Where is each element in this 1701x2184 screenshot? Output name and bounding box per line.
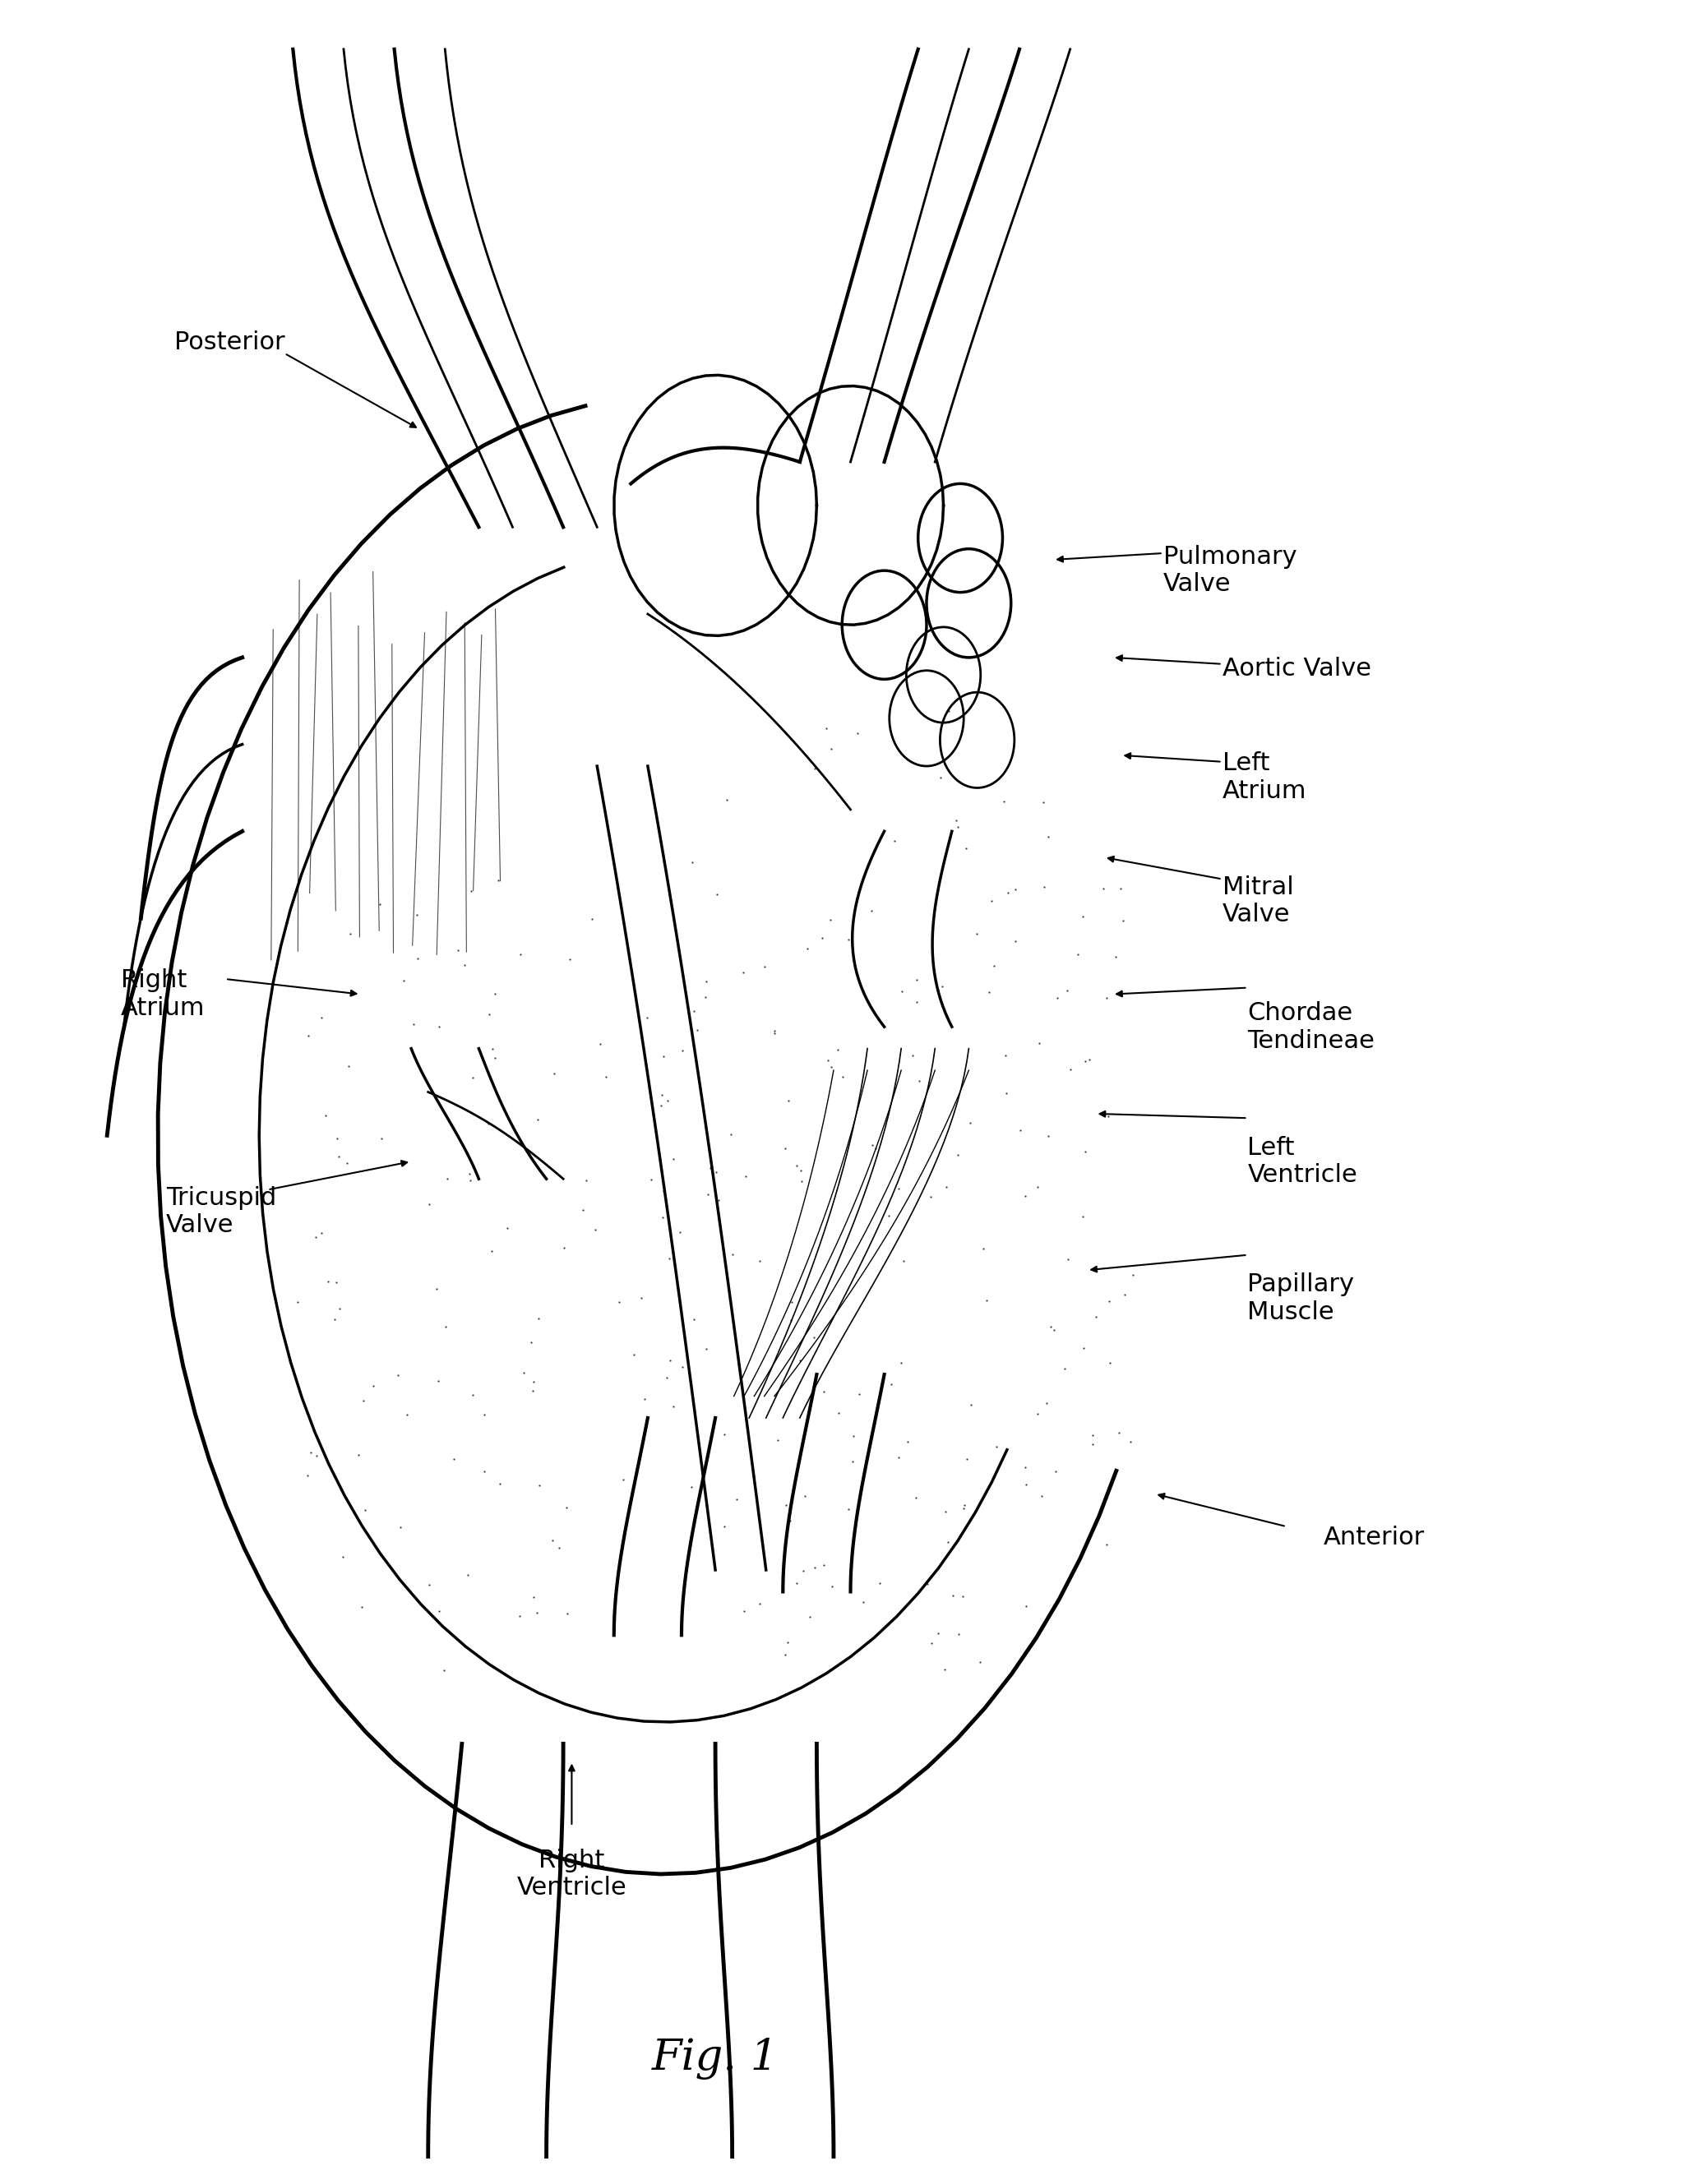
Text: Chordae
Tendineae: Chordae Tendineae [1247,1000,1374,1053]
Text: Pulmonary
Valve: Pulmonary Valve [1163,544,1296,596]
Text: Papillary
Muscle: Papillary Muscle [1247,1273,1354,1324]
Text: Anterior: Anterior [1323,1524,1425,1548]
Text: Fig. 1: Fig. 1 [651,2038,779,2079]
Text: Tricuspid
Valve: Tricuspid Valve [167,1186,277,1236]
Text: Left
Atrium: Left Atrium [1223,751,1306,804]
Text: Right
Ventricle: Right Ventricle [517,1848,626,1900]
Text: Left
Ventricle: Left Ventricle [1247,1136,1357,1188]
Text: Right
Atrium: Right Atrium [121,968,204,1020]
Text: Posterior: Posterior [175,330,286,354]
Text: Aortic Valve: Aortic Valve [1223,657,1371,679]
Text: Mitral
Valve: Mitral Valve [1223,876,1293,926]
